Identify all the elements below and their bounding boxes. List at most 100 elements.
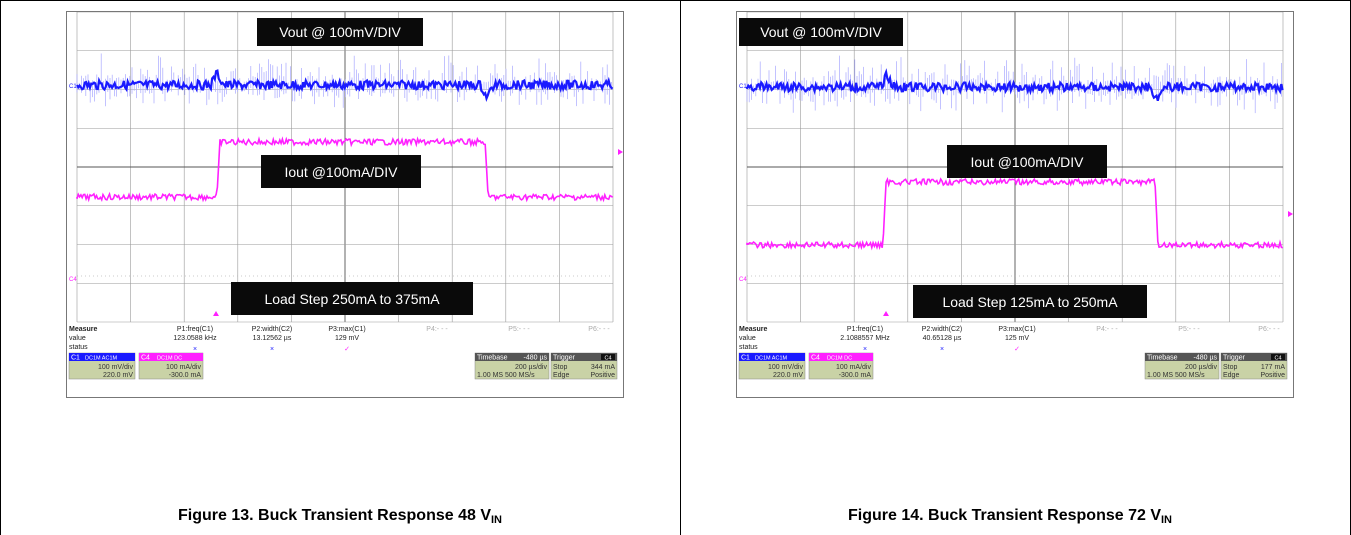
measure-title: Measure — [69, 326, 98, 333]
iout-trace — [746, 176, 1284, 251]
ch1-panel: C1 DC1M AC1M 100 mV/div 220.0 mV — [738, 352, 806, 380]
iout-label-box: Iout @100mA/DIV — [947, 145, 1107, 178]
vout-label-box: Vout @ 100mV/DIV — [739, 18, 903, 46]
ch4-marker: C4 — [739, 277, 747, 283]
measure-title: Measure — [739, 326, 768, 333]
iout-trace — [76, 136, 614, 203]
ch1-tag: C1 — [741, 355, 750, 362]
iout-label-box: Iout @100mA/DIV — [261, 155, 421, 188]
measure-table: Measure value status P1:freq(C1) 2.10885… — [739, 326, 1280, 353]
trigger-channel: C4 — [604, 356, 611, 362]
ch4-marker: C4 — [69, 277, 77, 283]
traces — [745, 55, 1284, 251]
trigger-type: Edge — [553, 372, 569, 379]
timebase-samples: 1.00 MS 500 MS/s — [477, 372, 535, 379]
iout-label: Iout @100mA/DIV — [284, 164, 398, 180]
caption-text: Figure 13. Buck Transient Response 48 V — [178, 507, 491, 524]
timebase-label: Timebase — [477, 355, 508, 362]
grid — [76, 12, 614, 323]
load-step-label-box: Load Step 125mA to 250mA — [913, 285, 1147, 318]
ch1-offset: 220.0 mV — [103, 372, 133, 379]
trigger-level: 177 mA — [1261, 364, 1285, 371]
measure-p1-value: 123.0588 kHz — [173, 335, 217, 342]
load-step-label: Load Step 125mA to 250mA — [942, 294, 1118, 310]
ch1-scale: 100 mV/div — [98, 364, 134, 371]
ch4-scale: 100 mA/div — [836, 364, 872, 371]
measure-p3-status-check: ✓ — [1014, 346, 1020, 353]
vout-label: Vout @ 100mV/DIV — [760, 24, 882, 40]
trigger-channel: C4 — [1274, 356, 1281, 362]
iout-label: Iout @100mA/DIV — [970, 154, 1084, 170]
trigger-panel: Trigger C4 Stop 177 mA Edge Positive — [1220, 352, 1288, 380]
ch1-mode: DC1M AC1M — [85, 356, 118, 362]
ch4-offset: -300.0 mA — [839, 372, 872, 379]
ch1-mode: DC1M AC1M — [755, 356, 788, 362]
measure-p3-value: 125 mV — [1005, 335, 1029, 342]
vout-trace — [76, 69, 614, 102]
ch4-mode: DC1M DC — [827, 356, 852, 362]
caption-text: Figure 14. Buck Transient Response 72 V — [848, 507, 1161, 524]
vout-label: Vout @ 100mV/DIV — [279, 24, 401, 40]
table-center-divider — [680, 0, 681, 535]
trigger-slope: Positive — [1260, 372, 1285, 379]
ch1-panel: C1 DC1M AC1M 100 mV/div 220.0 mV — [68, 352, 136, 380]
trigger-panel: Trigger C4 Stop 344 mA Edge Positive — [550, 352, 618, 380]
measure-p6: P6:- - - — [588, 326, 610, 333]
trigger-position-marker — [883, 311, 889, 316]
measure-p2-status-x: × — [270, 346, 274, 353]
measure-p1-status-x: × — [863, 346, 867, 353]
caption-subscript: IN — [491, 514, 502, 526]
trigger-mode: Stop — [553, 364, 568, 371]
timebase-perdiv: 200 µs/div — [1185, 364, 1218, 371]
caption-subscript: IN — [1161, 514, 1172, 526]
measure-row-value: value — [69, 335, 86, 342]
trigger-level-marker — [1288, 211, 1293, 217]
measure-p3-status-check: ✓ — [344, 346, 350, 353]
trigger-level-marker — [618, 149, 623, 155]
trigger-slope: Positive — [590, 372, 615, 379]
measure-p2-head: P2:width(C2) — [922, 326, 962, 333]
timebase-delay: -480 µs — [524, 355, 548, 362]
ch1-offset: 220.0 mV — [773, 372, 803, 379]
measure-row-value: value — [739, 335, 756, 342]
timebase-samples: 1.00 MS 500 MS/s — [1147, 372, 1205, 379]
measure-p2-head: P2:width(C2) — [252, 326, 292, 333]
timebase-panel: Timebase -480 µs 200 µs/div 1.00 MS 500 … — [474, 352, 550, 380]
measure-p2-value: 13.12562 µs — [253, 335, 292, 342]
measure-p1-status-x: × — [193, 346, 197, 353]
measure-p3-value: 129 mV — [335, 335, 359, 342]
load-step-label-box: Load Step 250mA to 375mA — [231, 282, 473, 315]
trigger-label: Trigger — [1223, 355, 1246, 362]
measure-p1-head: P1:freq(C1) — [847, 326, 883, 333]
grid — [746, 12, 1284, 323]
measure-p2-status-x: × — [940, 346, 944, 353]
measure-row-status: status — [69, 344, 88, 351]
measure-p5: P5:- - - — [1178, 326, 1200, 333]
trigger-mode: Stop — [1223, 364, 1238, 371]
ch4-tag: C4 — [811, 355, 820, 362]
ch4-panel: C4 DC1M DC 100 mA/div -300.0 mA — [138, 352, 204, 380]
table-left-border — [0, 0, 1, 535]
measure-table: Measure value status P1:freq(C1) 123.058… — [69, 326, 610, 353]
table-top-border — [0, 0, 1351, 1]
measure-p1-value: 2.1088557 MHz — [840, 335, 890, 342]
measure-row-status: status — [739, 344, 758, 351]
scope-display: Vout @ 100mV/DIV Iout @100mA/DIV Load St… — [68, 12, 623, 380]
ch1-scale: 100 mV/div — [768, 364, 804, 371]
figure-14-caption: Figure 14. Buck Transient Response 72 VI… — [760, 507, 1260, 526]
measure-p3-head: P3:max(C1) — [328, 326, 365, 333]
ch4-offset: -300.0 mA — [169, 372, 202, 379]
timebase-label: Timebase — [1147, 355, 1178, 362]
load-step-label: Load Step 250mA to 375mA — [264, 291, 440, 307]
timebase-delay: -480 µs — [1194, 355, 1218, 362]
oscilloscope-screenshot-fig14: Vout @ 100mV/DIV Iout @100mA/DIV Load St… — [736, 11, 1294, 398]
timebase-panel: Timebase -480 µs 200 µs/div 1.00 MS 500 … — [1144, 352, 1220, 380]
measure-p3-head: P3:max(C1) — [998, 326, 1035, 333]
ch1-marker: C1 — [739, 84, 747, 90]
ch4-scale: 100 mA/div — [166, 364, 202, 371]
timebase-perdiv: 200 µs/div — [515, 364, 548, 371]
traces — [76, 53, 614, 203]
ch1-tag: C1 — [71, 355, 80, 362]
measure-p4: P4:- - - — [1096, 326, 1118, 333]
ch4-mode: DC1M DC — [157, 356, 182, 362]
